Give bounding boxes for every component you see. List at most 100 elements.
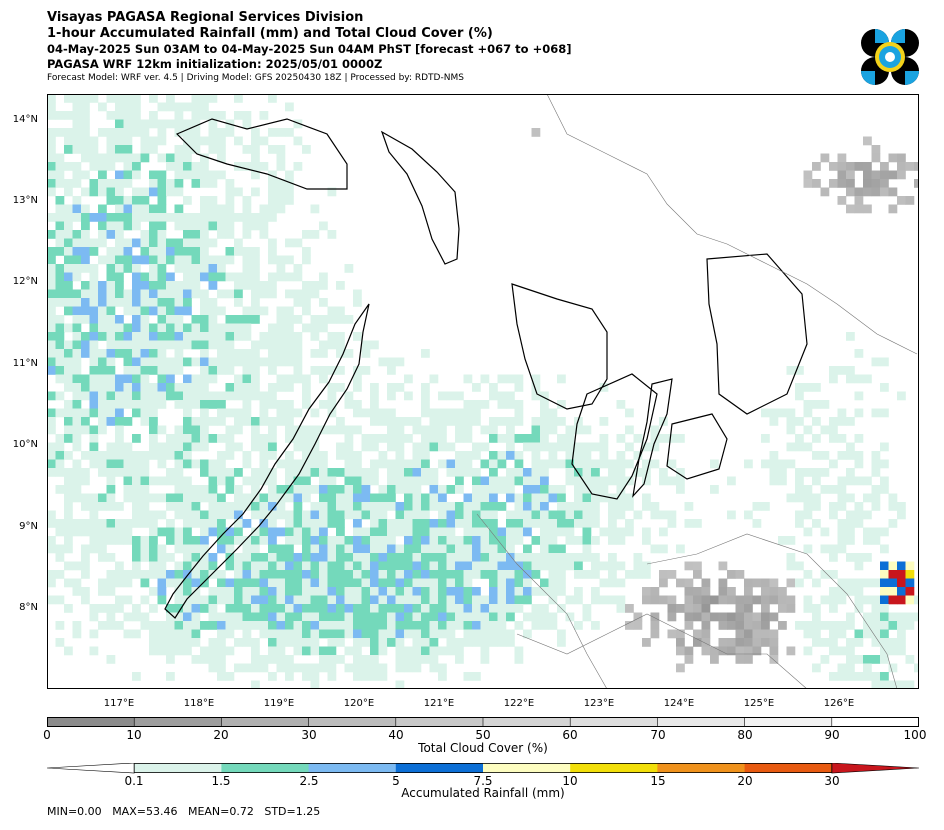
grid-cell: [183, 485, 192, 494]
grid-cell: [285, 468, 294, 477]
grid-cell: [829, 434, 838, 443]
grid-cell: [735, 570, 745, 579]
grid-cell: [846, 374, 855, 384]
grid-cell: [200, 102, 209, 112]
grid-cell: [242, 553, 252, 562]
grid-cell: [89, 408, 99, 418]
grid-cell: [115, 519, 124, 528]
grid-cell: [344, 493, 354, 503]
grid-cell: [701, 587, 711, 596]
grid-cell: [429, 612, 439, 622]
grid-cell: [353, 638, 362, 647]
grid-cell: [327, 315, 337, 324]
grid-cell: [387, 536, 396, 545]
grid-cell: [914, 612, 919, 622]
grid-cell: [820, 468, 830, 477]
grid-cell: [123, 213, 133, 222]
grid-cell: [497, 391, 507, 401]
grid-cell: [106, 553, 116, 562]
grid-cell: [880, 680, 889, 689]
grid-cell: [149, 417, 158, 426]
grid-cell: [412, 476, 422, 486]
grid-cell: [599, 451, 609, 460]
grid-cell: [132, 374, 141, 384]
grid-cell: [285, 102, 294, 112]
grid-cell: [310, 204, 320, 214]
grid-cell: [421, 476, 430, 486]
grid-cell: [506, 400, 515, 409]
grid-cell: [123, 442, 133, 452]
grid-cell: [200, 655, 209, 664]
grid-cell: [353, 502, 362, 511]
grid-cell: [778, 536, 787, 545]
grid-cell: [259, 578, 269, 588]
grid-cell: [353, 655, 362, 664]
grid-cell: [268, 417, 277, 426]
grid-cell: [455, 553, 464, 562]
grid-cell: [183, 570, 192, 579]
grid-cell: [208, 366, 218, 375]
grid-cell: [871, 179, 881, 188]
grid-cell: [89, 629, 99, 639]
grid-cell: [531, 383, 541, 392]
grid-cell: [565, 612, 575, 622]
grid-cell: [370, 459, 379, 469]
grid-cell: [234, 638, 243, 647]
grid-cell: [812, 502, 821, 511]
grid-cell: [106, 357, 116, 367]
grid-cell: [353, 672, 362, 681]
grid-cell: [429, 485, 439, 494]
grid-cell: [166, 272, 175, 282]
grid-cell: [208, 502, 218, 511]
grid-cell: [140, 510, 150, 520]
grid-cell: [404, 621, 413, 630]
grid-cell: [106, 153, 116, 163]
grid-cell: [47, 247, 56, 256]
grid-cell: [455, 536, 464, 545]
grid-cell: [64, 561, 73, 571]
grid-cell: [429, 621, 439, 630]
grid-cell: [727, 646, 736, 656]
grid-cell: [115, 468, 124, 477]
grid-cell: [123, 536, 133, 545]
grid-cell: [574, 451, 583, 460]
grid-cell: [242, 638, 252, 647]
grid-cell: [421, 349, 430, 358]
grid-cell: [429, 417, 439, 426]
grid-cell: [242, 255, 252, 265]
grid-cell: [132, 357, 141, 367]
grid-cell: [276, 570, 286, 579]
grid-cell: [149, 425, 158, 435]
grid-cell: [429, 587, 439, 596]
grid-cell: [472, 612, 481, 622]
grid-cell: [200, 442, 209, 452]
grid-cell: [72, 162, 82, 171]
grid-cell: [200, 94, 209, 103]
grid-cell: [174, 587, 184, 596]
grid-cell: [888, 646, 898, 656]
grid-cell: [302, 646, 311, 656]
grid-cell: [64, 128, 73, 137]
grid-cell: [115, 502, 124, 511]
grid-cell: [429, 544, 439, 554]
grid-cell: [608, 553, 617, 562]
grid-cell: [293, 629, 303, 639]
grid-cell: [268, 340, 277, 350]
grid-cell: [200, 595, 209, 605]
grid-cell: [200, 213, 209, 222]
grid-cell: [72, 629, 82, 639]
grid-cell: [302, 400, 311, 409]
grid-cell: [880, 621, 889, 630]
grid-cell: [693, 629, 702, 639]
grid-cell: [149, 536, 158, 545]
grid-cell: [72, 519, 82, 528]
grid-cell: [115, 94, 124, 103]
grid-cell: [446, 629, 456, 639]
grid-cell: [115, 621, 124, 630]
grid-cell: [47, 510, 56, 520]
grid-cell: [863, 136, 872, 146]
grid-cell: [659, 434, 668, 443]
grid-cell: [446, 544, 456, 554]
grid-cell: [344, 604, 354, 613]
grid-cell: [47, 391, 56, 401]
